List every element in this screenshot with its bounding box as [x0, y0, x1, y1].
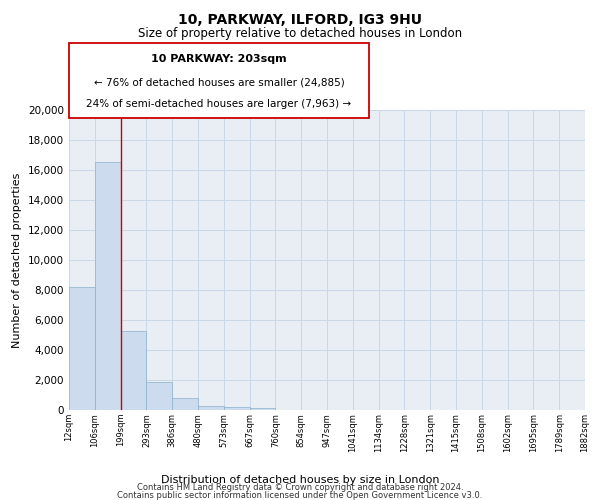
Text: Contains HM Land Registry data © Crown copyright and database right 2024.: Contains HM Land Registry data © Crown c…	[137, 483, 463, 492]
Bar	[224, 407, 250, 410]
Text: 24% of semi-detached houses are larger (7,963) →: 24% of semi-detached houses are larger (…	[86, 99, 352, 109]
Bar	[172, 398, 198, 410]
Y-axis label: Number of detached properties: Number of detached properties	[13, 172, 22, 348]
Text: Distribution of detached houses by size in London: Distribution of detached houses by size …	[161, 475, 439, 485]
Text: 10, PARKWAY, ILFORD, IG3 9HU: 10, PARKWAY, ILFORD, IG3 9HU	[178, 12, 422, 26]
Bar	[95, 162, 121, 410]
Bar	[146, 382, 172, 410]
Text: ← 76% of detached houses are smaller (24,885): ← 76% of detached houses are smaller (24…	[94, 77, 344, 87]
Bar	[250, 408, 275, 410]
Text: Size of property relative to detached houses in London: Size of property relative to detached ho…	[138, 28, 462, 40]
Bar	[198, 406, 224, 410]
Text: Contains public sector information licensed under the Open Government Licence v3: Contains public sector information licen…	[118, 490, 482, 500]
Bar	[121, 330, 146, 410]
Bar	[69, 287, 95, 410]
Text: 10 PARKWAY: 203sqm: 10 PARKWAY: 203sqm	[151, 54, 287, 64]
